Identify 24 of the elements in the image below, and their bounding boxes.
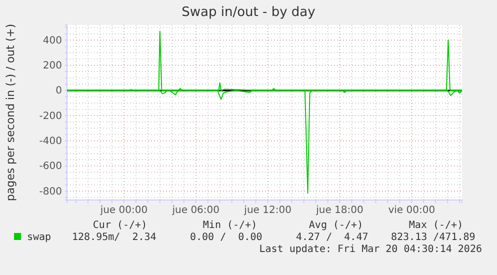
text: 4.27 / 4.47 bbox=[296, 232, 368, 243]
chart-title: Swap in/out - by day bbox=[182, 5, 316, 20]
legend-label: swap bbox=[27, 232, 52, 243]
x-tick-label: jue 00:00 bbox=[99, 205, 148, 216]
y-tick-label: 0 bbox=[56, 86, 62, 97]
text: 823.13 /471.89 bbox=[391, 232, 476, 243]
text: 128.95m/ 2.34 bbox=[72, 232, 156, 243]
x-tick-label: vie 00:00 bbox=[388, 205, 436, 216]
text: Max (-/+) bbox=[408, 220, 464, 231]
x-tick-label: jue 06:00 bbox=[171, 205, 220, 216]
y-tick-label: -200 bbox=[39, 110, 62, 122]
y-tick-label: 400 bbox=[42, 35, 62, 46]
text: Cur (-/+) bbox=[92, 220, 148, 231]
y-tick-label: 200 bbox=[42, 60, 62, 72]
text: Avg (-/+) bbox=[308, 220, 364, 231]
x-tick-label: jue 18:00 bbox=[315, 205, 364, 216]
y-tick-label: -400 bbox=[39, 136, 62, 148]
x-tick-label: jue 12:00 bbox=[243, 205, 292, 216]
y-axis-title: pages per second in (-) / out (+) bbox=[4, 24, 17, 202]
text: Last update: Fri Mar 20 04:30:14 2026 bbox=[259, 244, 482, 255]
text: 0.00 / 0.00 bbox=[190, 232, 262, 243]
y-tick-label: -600 bbox=[39, 161, 62, 172]
text: Min (-/+) bbox=[202, 220, 258, 231]
y-tick-label: -800 bbox=[39, 186, 62, 198]
